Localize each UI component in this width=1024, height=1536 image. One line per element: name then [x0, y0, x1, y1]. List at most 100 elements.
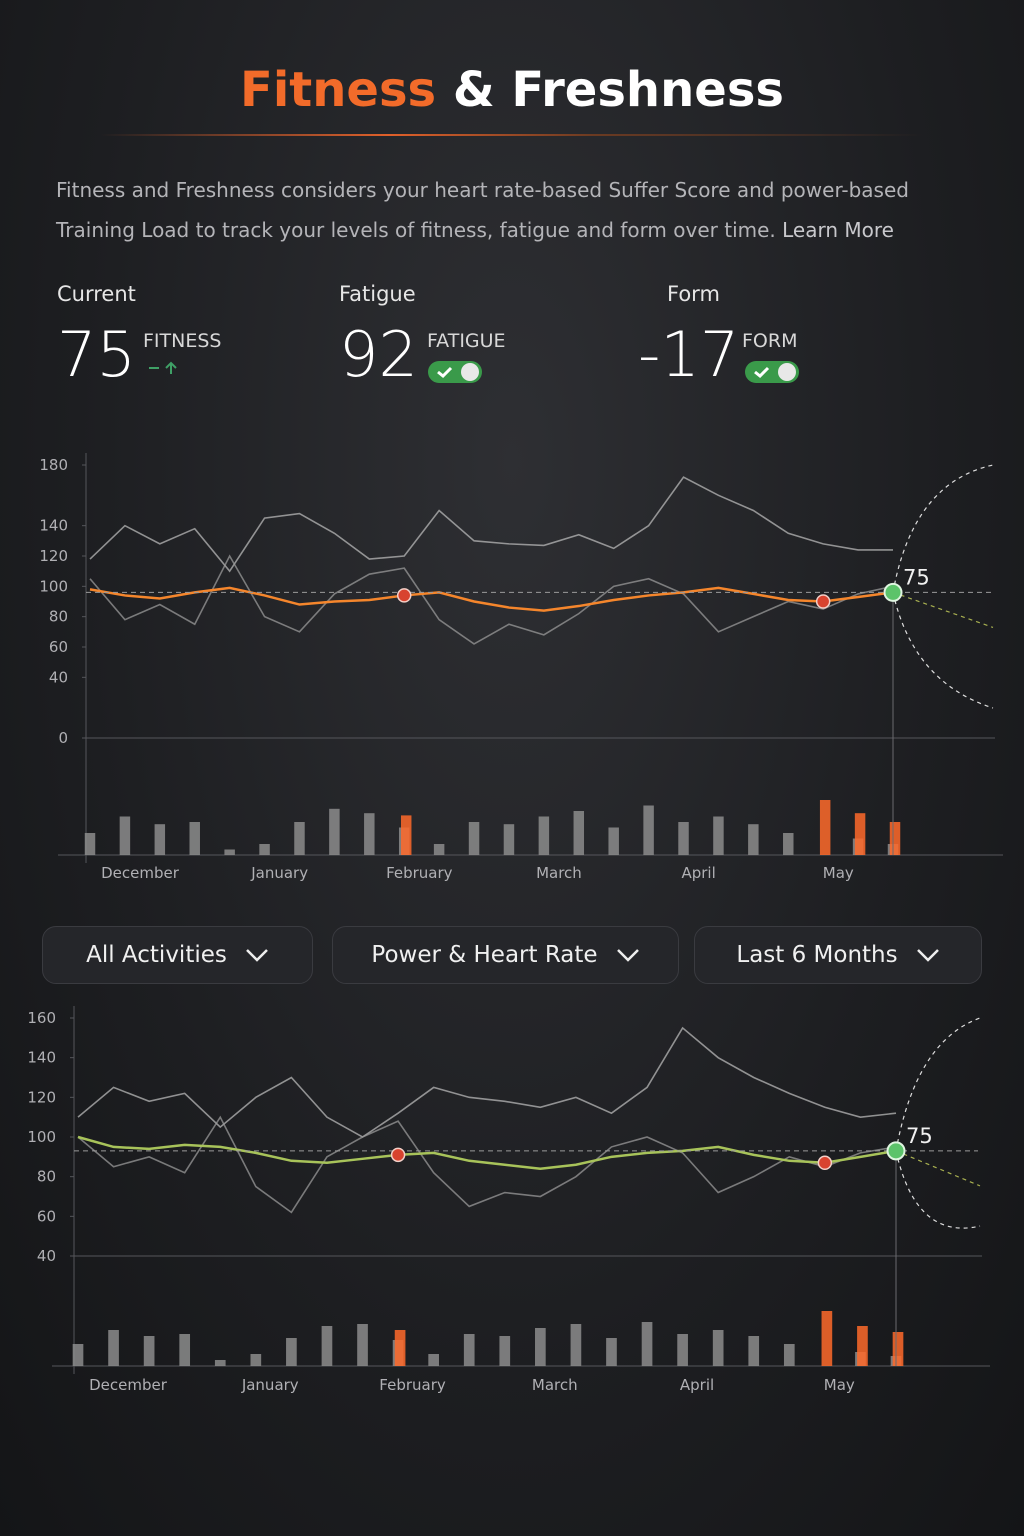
load-bar	[364, 813, 375, 855]
trend-icon	[149, 361, 177, 374]
stat-heading: Current	[57, 282, 136, 306]
toggle[interactable]	[744, 360, 800, 384]
page-title: Fitness & Freshness	[0, 62, 1024, 118]
stat-label: FITNESS	[143, 330, 222, 352]
y-tick-label: 140	[27, 1049, 56, 1067]
load-bar	[855, 1352, 866, 1366]
load-bar	[84, 833, 96, 855]
series-line	[77, 1135, 897, 1170]
title-rule	[100, 134, 924, 136]
filter-label: Power & Heart Rate	[371, 942, 598, 968]
stat-heading: Fatigue	[339, 282, 416, 306]
y-tick-label: 80	[49, 608, 68, 626]
filter-metric[interactable]: Power & Heart Rate	[332, 926, 679, 984]
load-bar	[892, 1332, 904, 1366]
stat-value: 92	[339, 318, 418, 391]
load-bar	[712, 1330, 724, 1366]
y-tick-label: 100	[39, 577, 68, 595]
x-tick-label: February	[379, 1376, 446, 1394]
annotation: 75	[903, 565, 930, 589]
load-bar	[713, 816, 724, 855]
y-tick-label: 160	[27, 1009, 56, 1027]
filter-range[interactable]: Last 6 Months	[694, 926, 982, 984]
load-bar	[857, 1326, 868, 1366]
projection	[895, 1150, 981, 1187]
series-line	[89, 586, 894, 612]
description: Fitness and Freshness considers your hea…	[56, 170, 966, 250]
load-bar	[887, 844, 899, 855]
learn-more-link[interactable]: Learn More	[782, 218, 894, 242]
load-bar	[573, 811, 585, 855]
load-bar	[119, 816, 131, 855]
load-bar	[748, 1336, 760, 1366]
highlight-point	[817, 1155, 833, 1171]
chevron	[916, 949, 939, 962]
highlight-point	[396, 588, 412, 603]
load-bar	[259, 844, 270, 855]
chevron	[616, 949, 639, 962]
x-tick-label: December	[89, 1376, 168, 1394]
title-rest: & Freshness	[452, 62, 784, 118]
description-text: Fitness and Freshness considers your hea…	[56, 178, 909, 242]
toggle[interactable]	[427, 360, 483, 384]
projection	[892, 464, 994, 593]
load-bar	[433, 844, 445, 855]
stat-label: FORM	[742, 330, 798, 352]
load-bar	[570, 1324, 582, 1366]
load-bar	[463, 1334, 475, 1366]
series-line	[77, 1115, 897, 1214]
highlight-point	[390, 1147, 406, 1163]
filter-label: Last 6 Months	[736, 942, 898, 968]
projection	[892, 592, 994, 709]
load-bar	[189, 822, 200, 855]
stat-label: FATIGUE	[427, 330, 506, 352]
load-bar	[821, 1311, 833, 1366]
annotation: 75	[906, 1124, 933, 1148]
x-tick-label: May	[823, 864, 854, 882]
filter-activities[interactable]: All Activities	[42, 926, 313, 984]
x-tick-label: January	[241, 1376, 299, 1394]
load-bar	[294, 822, 305, 855]
load-bar	[889, 822, 901, 855]
load-bar	[852, 838, 864, 855]
load-bar	[286, 1338, 297, 1366]
y-tick-label: 120	[27, 1088, 56, 1106]
chevron	[245, 949, 268, 962]
projection	[895, 1017, 981, 1151]
load-bar	[250, 1354, 262, 1366]
x-tick-label: December	[101, 864, 180, 882]
load-bar	[535, 1328, 546, 1366]
load-bar	[394, 1330, 406, 1366]
y-tick-label: 40	[37, 1247, 56, 1265]
load-bar	[678, 822, 689, 855]
load-bar	[641, 1322, 653, 1366]
series-line	[77, 1026, 897, 1138]
load-bar	[890, 1356, 902, 1366]
projection	[892, 591, 994, 628]
stat-fatigue: Fatigue 92 FATIGUE	[339, 282, 506, 391]
load-bar	[392, 1340, 404, 1366]
load-bar	[819, 800, 831, 855]
x-tick-label: May	[824, 1376, 855, 1394]
load-bar	[398, 827, 410, 855]
load-bar	[538, 816, 550, 855]
load-bar	[143, 1336, 155, 1366]
y-tick-label: 80	[37, 1168, 56, 1186]
load-bar	[329, 808, 340, 855]
highlight-point	[815, 594, 831, 609]
y-tick-label: 60	[49, 638, 68, 656]
y-tick-label: 120	[39, 547, 68, 565]
load-bar	[503, 824, 515, 855]
load-bar	[154, 824, 166, 855]
load-bar	[179, 1334, 191, 1366]
load-bar	[108, 1330, 119, 1366]
load-bar	[643, 805, 654, 855]
stat-value: -17	[638, 318, 740, 391]
x-tick-label: March	[532, 1376, 578, 1394]
load-bar	[748, 824, 759, 855]
load-bar	[783, 1344, 795, 1366]
load-bar	[428, 1354, 439, 1366]
filter-label: All Activities	[86, 942, 227, 968]
x-tick-label: February	[386, 864, 453, 882]
